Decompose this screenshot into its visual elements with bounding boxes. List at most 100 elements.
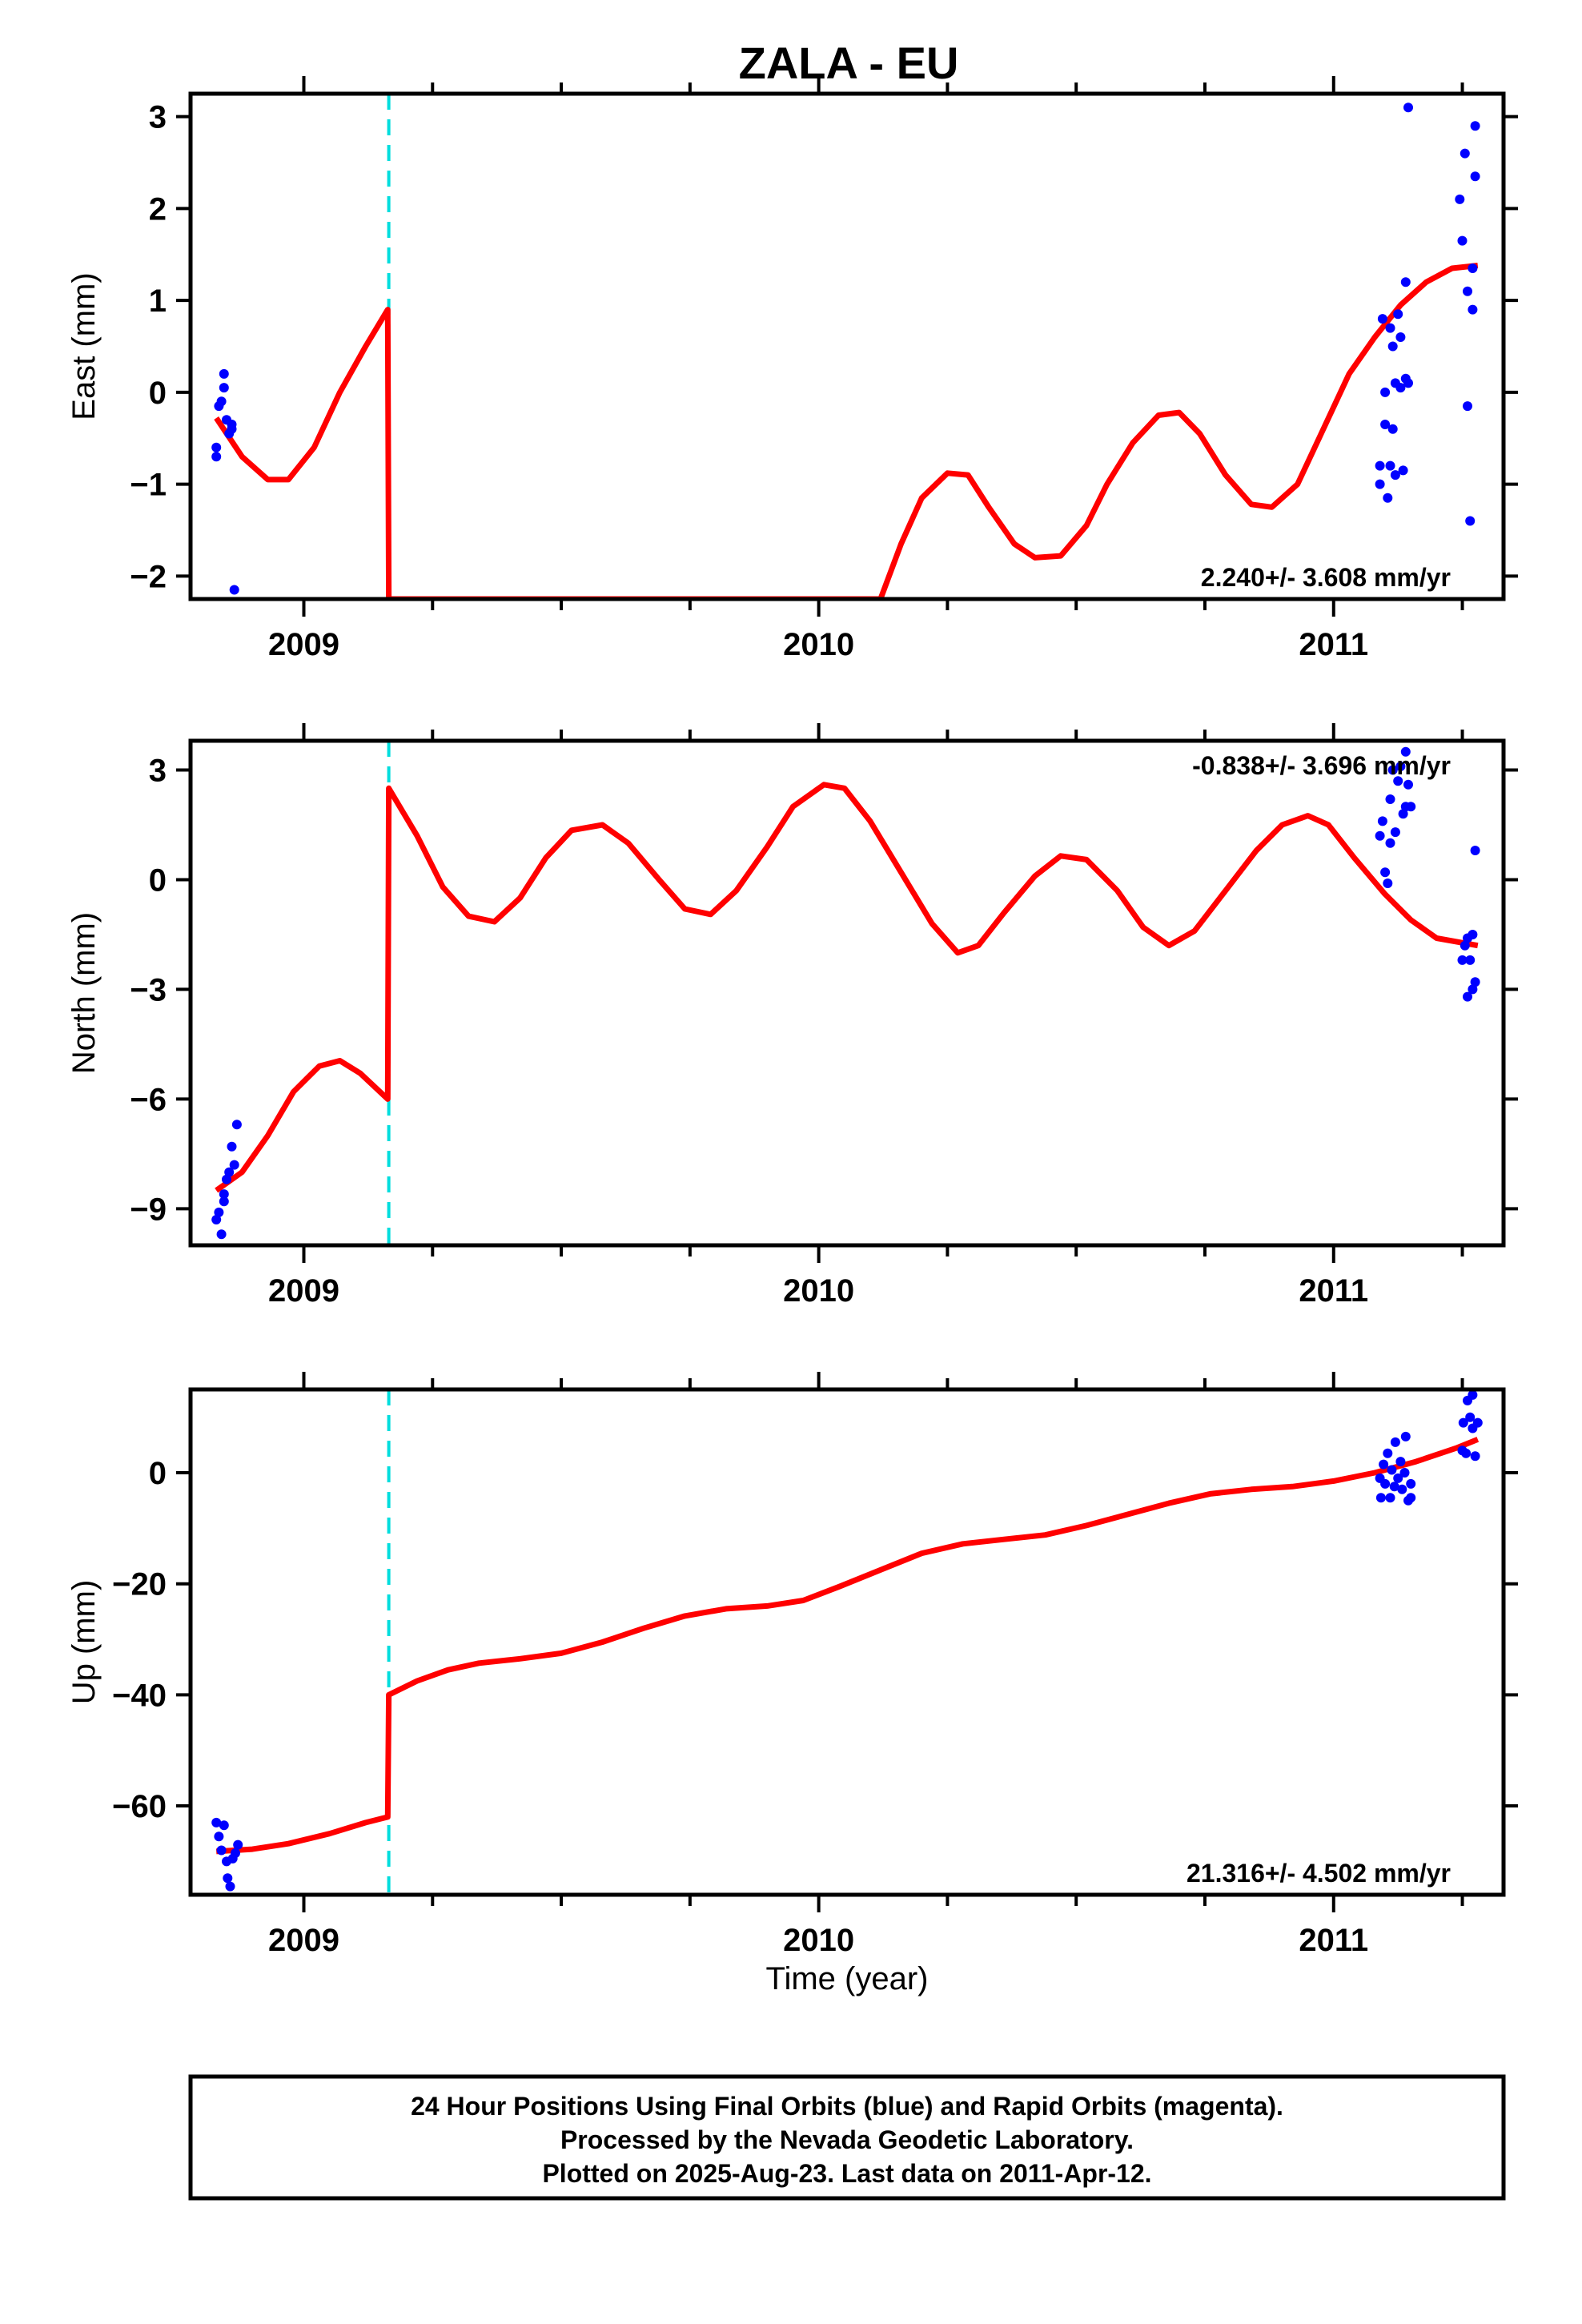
data-point [1387, 765, 1398, 775]
model-curve [214, 263, 1479, 599]
footer-line-1: 24 Hour Positions Using Final Orbits (bl… [411, 2092, 1283, 2121]
data-point [1455, 194, 1465, 204]
data-point [1379, 1459, 1389, 1470]
data-point [1463, 991, 1472, 1002]
panel-east: −2 −1 0 1 2 3 2009 2010 2011 East (mm) 2.240+/- 3.… [66, 76, 1518, 662]
x-axis-label: Time (year) [766, 1961, 929, 1996]
y-tick-label: −2 [130, 559, 167, 594]
data-point [231, 1120, 242, 1130]
data-point [227, 1141, 237, 1152]
y-tick-label: −6 [130, 1082, 167, 1117]
data-point [214, 1207, 224, 1217]
x-tick-label: 2010 [783, 1273, 854, 1309]
data-point [1457, 235, 1468, 246]
data-point [1380, 1478, 1391, 1489]
data-point [233, 1839, 243, 1850]
y-tick-label: −20 [112, 1567, 167, 1602]
data-point [219, 383, 229, 393]
data-point [1468, 984, 1478, 995]
data-point [1377, 314, 1387, 324]
data-point [1383, 879, 1393, 888]
data-point [219, 1196, 229, 1207]
data-point [1403, 103, 1413, 113]
data-point [1390, 1437, 1400, 1447]
data-point [1468, 1389, 1478, 1400]
y-tick-label: 1 [149, 283, 167, 319]
y-tick-label: −40 [112, 1678, 167, 1713]
data-point [1461, 1448, 1472, 1458]
data-point [1406, 1493, 1416, 1503]
data-point [219, 368, 229, 379]
data-point [1385, 323, 1395, 333]
data-point [1395, 383, 1406, 393]
y-tick-label: −60 [112, 1789, 167, 1824]
data-point [211, 1817, 222, 1827]
data-point [1403, 779, 1413, 790]
data-point [1460, 940, 1470, 951]
data-point [1470, 977, 1480, 987]
data-point [1387, 1465, 1397, 1475]
data-point [1385, 460, 1395, 471]
data-point [229, 585, 239, 595]
y-axis-label: North (mm) [66, 912, 102, 1074]
plot-area [211, 1389, 1483, 1895]
data-point [1389, 1482, 1399, 1492]
data-point [1395, 332, 1406, 342]
data-point [1403, 378, 1413, 388]
y-tick-label: −9 [130, 1192, 167, 1227]
y-tick-label: −1 [130, 468, 167, 503]
data-point [1375, 479, 1385, 489]
data-point [1406, 802, 1416, 812]
data-point [1400, 277, 1411, 287]
data-point [1375, 460, 1385, 471]
data-point [219, 1820, 229, 1831]
data-point [1400, 746, 1411, 757]
chart-title: ZALA - EU [739, 38, 959, 88]
panels: −2 −1 0 1 2 3 2009 2010 2011 East (mm) 2.240+/- 3.… [66, 76, 1518, 1958]
data-point [1380, 867, 1391, 878]
data-point [1383, 493, 1393, 503]
y-axis-label: Up (mm) [66, 1580, 102, 1705]
data-point [1468, 263, 1478, 273]
data-point [1390, 470, 1400, 480]
data-point [1468, 930, 1478, 939]
data-point [225, 1881, 235, 1892]
model-curve [215, 782, 1479, 1193]
x-tick-label: 2011 [1299, 1273, 1368, 1309]
data-point [1468, 304, 1478, 315]
data-point [1457, 955, 1468, 965]
panel-up: −60 −40 −20 0 2009 2010 2011 Up (mm) 21.316+/- 4… [66, 1372, 1518, 1958]
plot-area [211, 94, 1480, 599]
data-point [1385, 1493, 1395, 1503]
data-point [1470, 171, 1480, 182]
data-point [1465, 516, 1476, 526]
y-tick-label: 3 [149, 100, 167, 135]
rate-annotation: -0.838+/- 3.696 mm/yr [1192, 751, 1451, 780]
x-tick-label: 2011 [1299, 627, 1368, 662]
data-point [1470, 1451, 1480, 1462]
data-point [1463, 286, 1472, 296]
data-point [214, 1831, 224, 1842]
panel-frame [188, 91, 1506, 601]
data-point [1383, 1448, 1393, 1458]
data-point [1398, 465, 1408, 476]
data-point [211, 452, 222, 462]
data-point [1395, 1457, 1406, 1467]
model-curve [215, 1437, 1480, 1855]
x-tick-label: 2009 [268, 1923, 339, 1958]
y-tick-label: 3 [149, 754, 167, 789]
data-point [1398, 809, 1408, 819]
panel-frame [188, 1387, 1506, 1897]
x-tick-label: 2009 [268, 627, 339, 662]
data-point [1387, 424, 1398, 434]
footer-frame [188, 2074, 1506, 2201]
y-tick-label: 0 [149, 862, 167, 898]
data-point [224, 1167, 235, 1177]
data-point [223, 1873, 233, 1884]
footer-box: 24 Hour Positions Using Final Orbits (bl… [188, 2074, 1506, 2201]
data-point [1472, 1417, 1483, 1428]
data-point [1380, 420, 1391, 429]
data-point [1390, 827, 1400, 838]
data-point [216, 396, 227, 407]
